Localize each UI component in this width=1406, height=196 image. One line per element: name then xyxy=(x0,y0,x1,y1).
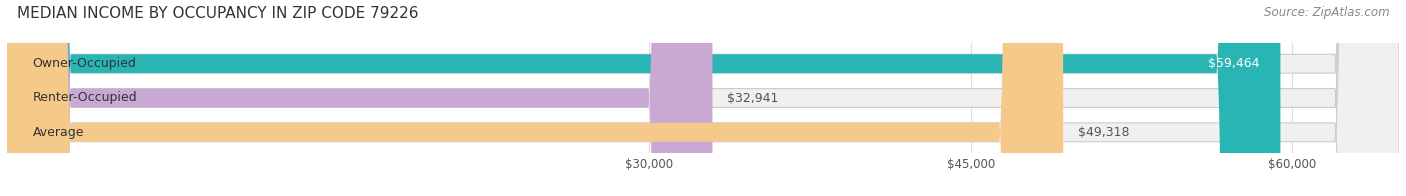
FancyBboxPatch shape xyxy=(7,0,1399,196)
Text: $49,318: $49,318 xyxy=(1078,126,1129,139)
Text: Average: Average xyxy=(32,126,84,139)
FancyBboxPatch shape xyxy=(7,0,1281,196)
Text: MEDIAN INCOME BY OCCUPANCY IN ZIP CODE 79226: MEDIAN INCOME BY OCCUPANCY IN ZIP CODE 7… xyxy=(17,6,419,21)
Text: Renter-Occupied: Renter-Occupied xyxy=(32,92,138,104)
Text: $59,464: $59,464 xyxy=(1208,57,1258,70)
Text: $32,941: $32,941 xyxy=(727,92,779,104)
Text: Owner-Occupied: Owner-Occupied xyxy=(32,57,136,70)
FancyBboxPatch shape xyxy=(7,0,1063,196)
FancyBboxPatch shape xyxy=(7,0,1399,196)
Text: Source: ZipAtlas.com: Source: ZipAtlas.com xyxy=(1264,6,1389,19)
FancyBboxPatch shape xyxy=(7,0,1399,196)
FancyBboxPatch shape xyxy=(7,0,713,196)
